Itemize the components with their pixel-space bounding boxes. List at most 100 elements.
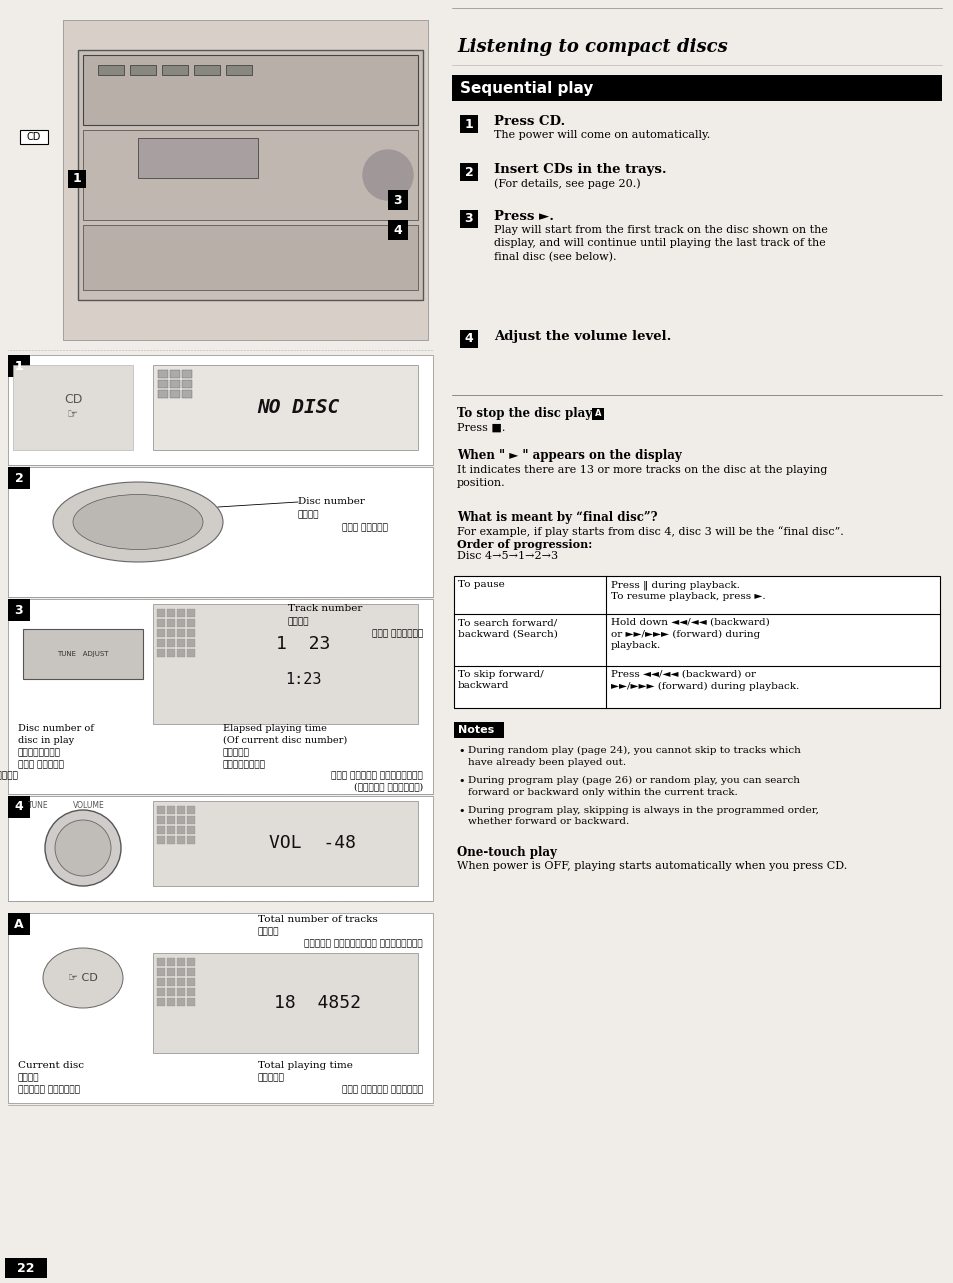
Bar — [177, 609, 185, 617]
Text: (For details, see page 20.): (For details, see page 20.) — [494, 178, 640, 189]
Bar — [177, 837, 185, 844]
Text: Insert CDs in the trays.: Insert CDs in the trays. — [494, 163, 666, 176]
Bar — [8, 599, 433, 794]
Bar — [187, 978, 194, 987]
Bar — [187, 958, 194, 966]
Bar — [8, 467, 433, 597]
Text: 22: 22 — [17, 1261, 34, 1274]
Bar — [98, 65, 124, 74]
Bar — [157, 837, 165, 844]
Bar — [158, 370, 168, 378]
Bar — [157, 967, 165, 976]
Bar — [152, 801, 417, 887]
Bar — [158, 380, 168, 387]
Bar — [152, 364, 417, 450]
Bar — [157, 826, 165, 834]
Bar — [8, 913, 433, 1103]
Bar — [167, 826, 174, 834]
Bar — [187, 837, 194, 844]
Bar — [138, 139, 257, 178]
Bar — [8, 795, 433, 901]
Bar — [8, 913, 30, 935]
Text: 1: 1 — [14, 359, 24, 372]
Bar — [157, 639, 165, 647]
Text: •: • — [457, 745, 464, 756]
Text: A: A — [14, 917, 24, 930]
Text: Press CD.: Press CD. — [494, 115, 565, 128]
Bar — [177, 649, 185, 657]
Text: مدة العزف الكلية: مدة العزف الكلية — [341, 1085, 422, 1094]
Text: القرص الحالي: القرص الحالي — [18, 1085, 80, 1094]
Text: Disc number of: Disc number of — [18, 724, 93, 733]
Circle shape — [363, 150, 413, 200]
Text: Track number: Track number — [288, 604, 362, 613]
Bar — [157, 978, 165, 987]
Text: ☞ CD: ☞ CD — [68, 973, 98, 983]
Bar — [23, 629, 143, 679]
Text: NO DISC: NO DISC — [257, 398, 339, 417]
Text: Adjust the volume level.: Adjust the volume level. — [494, 330, 671, 343]
Text: Press ■.: Press ■. — [456, 423, 505, 432]
Bar — [187, 618, 194, 627]
Bar — [459, 330, 477, 348]
Bar — [8, 355, 30, 377]
Text: Play will start from the first track on the disc shown on the
display, and will : Play will start from the first track on … — [494, 225, 827, 262]
Text: （目前盤番號碼）: （目前盤番號碼） — [223, 760, 266, 769]
Bar — [167, 988, 174, 996]
Bar — [187, 639, 194, 647]
Bar — [177, 967, 185, 976]
Bar — [187, 988, 194, 996]
Bar — [187, 998, 194, 1006]
Text: 1: 1 — [464, 118, 473, 131]
Text: قيد العزف: قيد العزف — [0, 771, 18, 780]
Bar — [167, 618, 174, 627]
Text: During program play, skipping is always in the programmed order,
whether forward: During program play, skipping is always … — [468, 806, 818, 826]
Bar — [8, 355, 433, 464]
Text: It indicates there are 13 or more tracks on the disc at the playing
position.: It indicates there are 13 or more tracks… — [456, 464, 826, 489]
Bar — [167, 639, 174, 647]
Text: 總曲目數: 總曲目數 — [257, 928, 279, 937]
Text: TUNE   ADJUST: TUNE ADJUST — [57, 650, 109, 657]
Text: 2: 2 — [14, 471, 24, 485]
Bar — [157, 816, 165, 824]
Bar — [177, 826, 185, 834]
Text: رقم المسار: رقم المسار — [372, 629, 422, 638]
Bar — [13, 364, 132, 450]
Bar — [177, 806, 185, 813]
Bar — [167, 837, 174, 844]
Text: مدة العزف المنقضية: مدة العزف المنقضية — [331, 771, 422, 780]
Text: TUNE: TUNE — [28, 801, 49, 810]
Ellipse shape — [73, 494, 203, 549]
Text: Order of progression:: Order of progression: — [456, 539, 592, 550]
Text: During random play (page 24), you cannot skip to tracks which
have already been : During random play (page 24), you cannot… — [468, 745, 800, 766]
Text: 1  23: 1 23 — [275, 635, 330, 653]
Bar — [162, 65, 188, 74]
Text: To skip forward/
backward: To skip forward/ backward — [457, 670, 543, 690]
Bar — [187, 629, 194, 636]
Bar — [167, 629, 174, 636]
Bar — [83, 130, 417, 219]
Bar — [167, 967, 174, 976]
Bar — [177, 816, 185, 824]
Bar — [177, 998, 185, 1006]
Bar — [459, 115, 477, 133]
Text: 4: 4 — [464, 332, 473, 345]
Bar — [78, 50, 422, 300]
Text: 3: 3 — [394, 194, 402, 207]
Ellipse shape — [43, 948, 123, 1008]
Bar — [170, 380, 180, 387]
Text: When " ► " appears on the display: When " ► " appears on the display — [456, 449, 681, 462]
Bar — [20, 130, 48, 144]
Bar — [187, 806, 194, 813]
Bar — [187, 649, 194, 657]
Bar — [177, 618, 185, 627]
Text: Total number of tracks: Total number of tracks — [257, 915, 377, 924]
Text: 放音中的盤番號碼: 放音中的盤番號碼 — [18, 748, 61, 757]
Text: 18  4852: 18 4852 — [274, 994, 361, 1012]
Bar — [170, 390, 180, 398]
Bar — [158, 390, 168, 398]
Bar — [167, 609, 174, 617]
Bar — [177, 629, 185, 636]
Bar — [157, 649, 165, 657]
Text: 已放音時間: 已放音時間 — [223, 748, 250, 757]
